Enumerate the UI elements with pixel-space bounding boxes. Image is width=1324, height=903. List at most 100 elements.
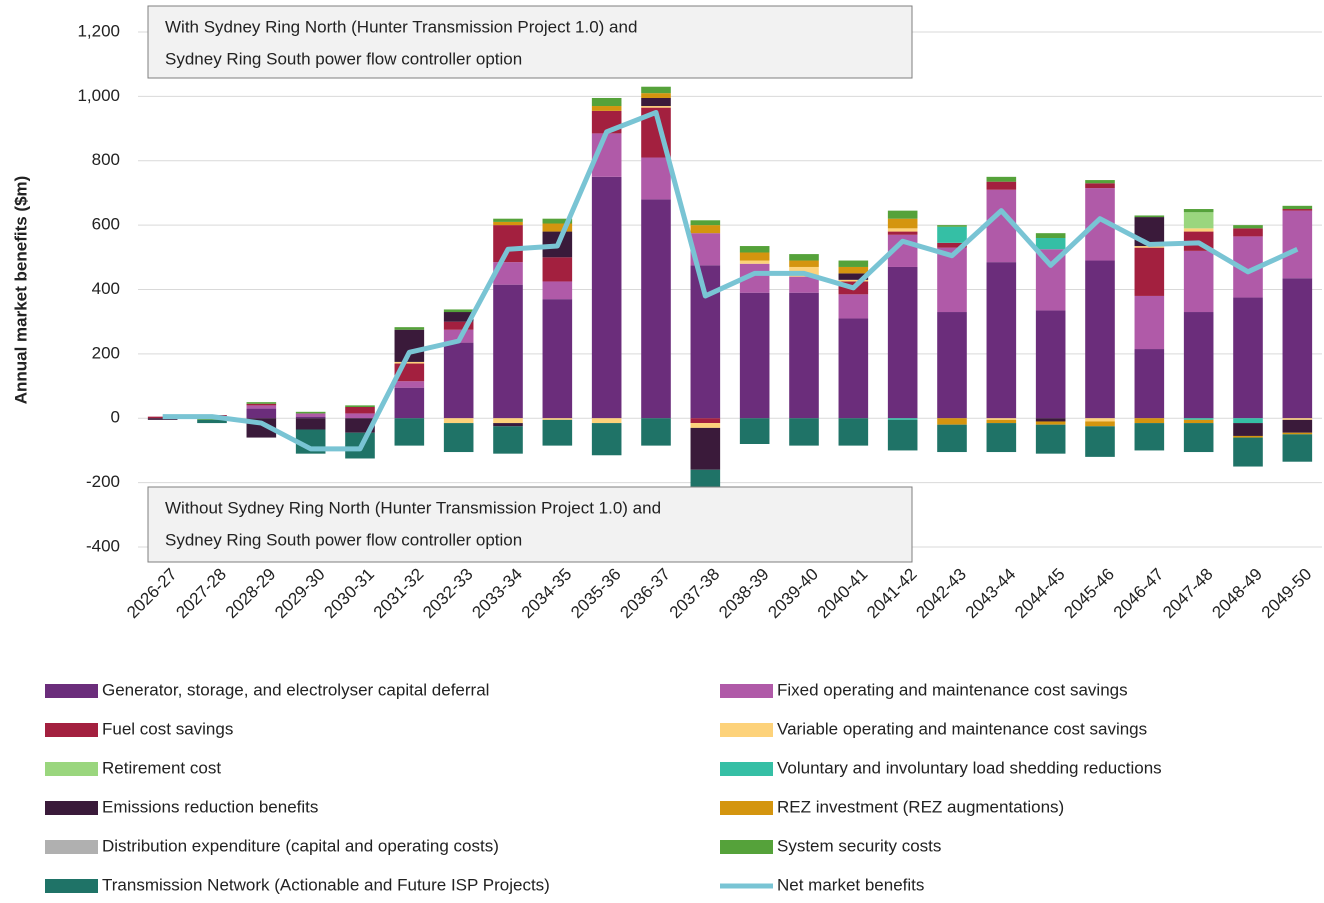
legend-swatch [45,801,98,815]
bar-segment [838,260,869,267]
bar-segment [1183,212,1214,229]
bar-segment [1282,210,1313,279]
bar-segment [887,231,918,235]
bar-segment [937,418,967,425]
legend-swatch [720,684,773,698]
bar-segment [493,418,523,424]
x-tick-label: 2030-31 [320,565,378,623]
x-tick-label: 2047-48 [1159,565,1217,623]
bar-segment [986,423,1017,453]
bar-segment [789,260,819,267]
bar-segment [937,247,967,313]
bar-segment [246,405,277,409]
bar-segment [789,254,819,261]
bar-segment [443,321,474,330]
bar-segment [394,361,425,364]
bar-segment [1183,228,1214,232]
bar-segment [1085,180,1115,184]
bar-segment [641,157,671,200]
bar-segment [1035,418,1066,422]
bar-segment [1134,418,1165,424]
x-tick-label: 2048-49 [1208,565,1266,623]
bar-segment [1233,225,1263,229]
bar-segment [1085,426,1115,457]
legend-swatch [45,723,98,737]
bar-segment [1183,312,1214,419]
x-tick-label: 2036-37 [616,565,674,623]
bar-segment [591,176,622,419]
bar-segment [887,419,918,451]
bar-segment [739,252,770,261]
bar-segment [1233,297,1263,419]
bar-segment [394,381,425,388]
bar-segment [986,181,1017,190]
bar-segment [542,418,573,420]
bar-segment [690,469,721,491]
y-tick-label: -200 [86,472,120,491]
bar-segment [1233,437,1263,467]
bar-segment [1035,421,1066,425]
bar-segment [1183,423,1214,453]
bar-segment [1282,278,1313,419]
bar-segment [641,199,671,419]
bar-segment [443,312,474,322]
bar-segment [493,426,523,454]
y-tick-label: 1,000 [77,86,120,105]
bar-segment [1183,419,1214,424]
bar-segment [1134,423,1165,451]
bar-segment [295,416,326,419]
x-tick-label: 2029-30 [271,565,329,623]
bar-segment [838,273,869,280]
bar-segment [345,406,375,414]
bar-segment [295,418,326,430]
bar-segment [789,292,819,419]
bar-segment [591,418,622,424]
annotation-box [147,5,913,79]
bar-segment [739,292,770,419]
bar-segment [443,418,474,424]
bar-segment [887,218,918,229]
bar-segment [690,220,721,226]
x-tick-label: 2034-35 [518,565,576,623]
bar-segment [690,418,721,424]
bar-segment [1134,295,1165,350]
bar-segment [295,411,326,414]
y-tick-label: 400 [92,279,120,298]
bar-segment [443,423,474,453]
bar-segment [542,299,573,419]
bar-segment [937,242,967,248]
bar-segment [641,86,671,94]
x-tick-label: 2028-29 [222,565,280,623]
bar-segment [1183,250,1214,313]
bar-segment [542,281,573,300]
legend-label: Emissions reduction benefits [102,797,318,816]
bar-segment [937,424,967,453]
bar-segment [1282,432,1313,435]
legend-label: Fixed operating and maintenance cost sav… [777,680,1128,699]
bar-segment [690,225,721,234]
bar-segment [838,318,869,419]
bar-segment [887,210,918,219]
bar-segment [1282,418,1313,420]
bar-segment [394,418,425,446]
bar-segment [443,342,474,419]
bar-segment [345,405,375,407]
bar-segment [1035,233,1066,238]
bar-segment [1085,183,1115,189]
bar-segment [345,413,375,419]
legend-swatch [45,879,98,893]
bar-segment [838,279,869,282]
bar-segment [493,221,523,226]
bar-segment [1282,209,1313,211]
bar-segment [986,419,1017,424]
bar-segment [1282,434,1313,462]
legend-label: Fuel cost savings [102,719,233,738]
legend-label: Net market benefits [777,875,924,894]
x-tick-label: 2049-50 [1258,565,1316,623]
x-tick-label: 2026-27 [123,565,181,623]
bar-segment [641,97,671,107]
bar-segment [1134,349,1165,419]
bar-segment [197,419,227,424]
bar-segment [493,225,523,263]
bar-segment [641,418,671,446]
